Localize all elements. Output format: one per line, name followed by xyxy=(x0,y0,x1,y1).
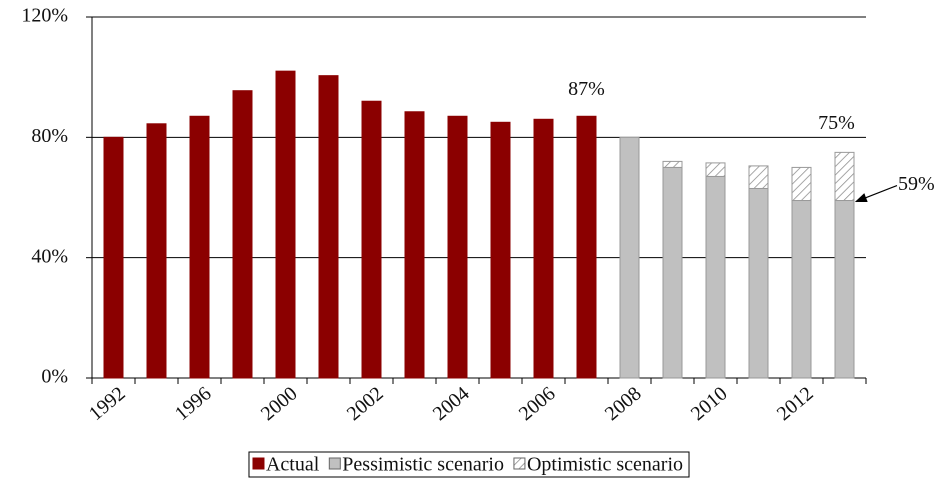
bar xyxy=(834,151,855,202)
legend-label: Optimistic scenario xyxy=(527,454,683,476)
bar xyxy=(232,90,253,379)
bar xyxy=(103,136,124,379)
bar xyxy=(705,162,726,177)
x-tick-label: 2012 xyxy=(773,382,818,425)
annotation: 75% xyxy=(818,112,855,134)
x-tick-label: 1996 xyxy=(171,382,216,425)
legend-label: Pessimistic scenario xyxy=(342,454,504,476)
bar xyxy=(705,175,726,379)
legend-swatch xyxy=(252,457,265,470)
x-tick-label: 2004 xyxy=(429,382,474,425)
bar xyxy=(490,121,511,379)
bar xyxy=(662,160,683,168)
bar xyxy=(791,200,812,379)
legend-box xyxy=(248,451,690,478)
bar xyxy=(533,118,554,379)
x-tick-label: 2010 xyxy=(687,382,732,425)
bar xyxy=(275,70,296,379)
y-tick-label: 80% xyxy=(31,125,68,147)
arrow xyxy=(854,184,898,203)
bar xyxy=(318,75,339,379)
legend-swatch xyxy=(328,457,341,470)
bar xyxy=(447,115,468,379)
x-tick-label: 1992 xyxy=(85,382,130,425)
bar xyxy=(834,200,855,379)
bar xyxy=(619,136,640,379)
bar xyxy=(361,100,382,379)
x-tick-label: 2002 xyxy=(343,382,388,425)
bar xyxy=(404,111,425,379)
y-tick-label: 0% xyxy=(41,366,68,388)
x-tick-label: 2000 xyxy=(257,382,302,425)
annotation: 59% xyxy=(898,173,935,195)
bar xyxy=(748,187,769,379)
bar xyxy=(791,166,812,202)
bar xyxy=(662,166,683,379)
bar xyxy=(576,115,597,379)
legend: Actual Pessimistic scenario Optimistic sce… xyxy=(248,451,690,478)
bar xyxy=(748,165,769,189)
y-tick-label: 40% xyxy=(31,245,68,267)
legend-swatch xyxy=(513,457,526,470)
bar xyxy=(146,123,167,379)
x-tick-label: 2006 xyxy=(515,382,560,425)
x-tick-label: 2008 xyxy=(601,382,646,425)
legend-label: Actual xyxy=(266,454,320,476)
annotation: 87% xyxy=(568,78,605,100)
y-tick-label: 120% xyxy=(21,5,68,27)
bar xyxy=(189,115,210,379)
